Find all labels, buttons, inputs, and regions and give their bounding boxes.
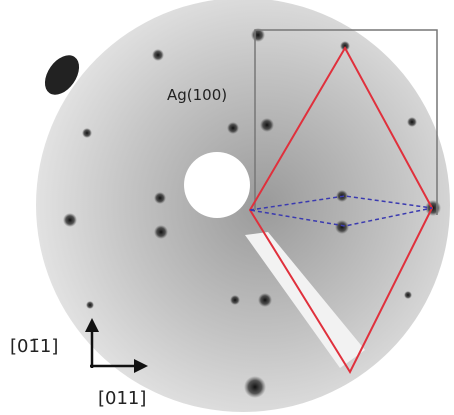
vertical-direction-label: [01̄1] bbox=[10, 336, 58, 357]
leed-pattern: Ag(100) [01̄1] [011] bbox=[0, 0, 454, 415]
screen bbox=[36, 0, 450, 412]
horizontal-direction-label: [011] bbox=[98, 388, 146, 409]
surface-label: Ag(100) bbox=[167, 86, 227, 104]
